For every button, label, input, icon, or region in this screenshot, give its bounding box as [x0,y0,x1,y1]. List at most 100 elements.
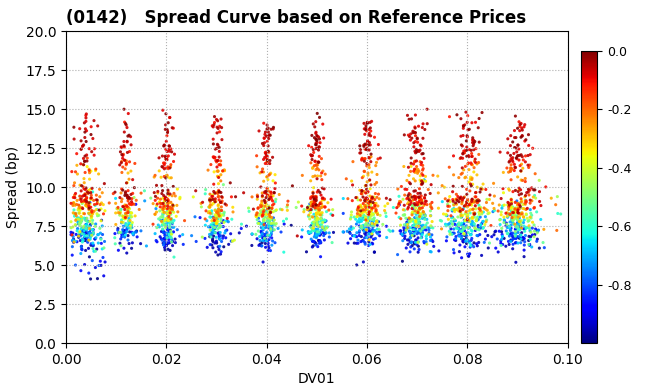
Point [501,223,512,229]
Point [200,216,211,222]
Point [469,198,480,204]
Point [166,199,176,206]
Point [311,217,321,223]
Point [82,202,93,208]
Point [94,186,105,192]
Point [428,238,438,245]
Point [368,211,379,218]
Point [352,197,363,203]
Point [306,207,317,213]
Point [406,231,416,238]
Point [79,161,89,168]
Point [465,210,475,216]
Point [265,224,275,230]
Point [465,174,476,180]
Point [451,201,462,207]
Point [409,220,420,227]
Point [345,230,356,237]
Point [208,214,218,220]
Point [83,202,94,209]
Point [448,246,459,253]
Point [260,211,271,217]
Point [259,190,270,196]
Point [414,216,424,222]
Point [518,157,529,163]
Point [418,238,429,245]
Point [356,190,366,197]
Point [457,224,468,230]
Point [77,199,87,205]
Point [88,242,98,248]
Point [517,211,527,217]
Point [515,236,526,242]
Point [411,146,422,152]
Point [459,230,469,237]
Point [513,224,523,230]
Point [73,221,84,227]
Point [511,239,521,246]
Point [168,220,178,226]
Point [214,189,224,195]
Point [360,214,371,220]
Point [531,195,541,201]
Point [524,223,535,229]
Point [159,235,170,241]
Point [136,190,147,196]
Point [358,212,369,218]
Point [372,218,382,224]
Point [473,197,483,203]
Point [539,245,550,251]
Point [132,234,143,240]
Point [212,164,222,170]
Point [210,224,220,230]
Point [385,228,395,234]
Point [163,240,174,246]
Point [261,230,272,237]
Point [364,139,375,145]
Point [79,230,90,236]
Point [163,189,174,195]
Point [122,179,133,186]
Point [409,229,420,235]
Point [313,210,323,216]
Point [501,220,512,226]
Point [417,162,428,168]
Point [318,225,329,232]
Point [159,142,170,149]
Point [312,137,322,144]
Point [119,144,130,150]
Point [216,172,226,178]
Point [458,195,469,201]
Point [158,209,168,215]
Point [474,227,484,233]
Point [160,224,171,230]
Point [149,190,160,196]
Point [261,232,272,239]
Point [150,197,160,204]
Point [512,215,522,222]
Point [85,227,96,233]
Point [218,223,228,230]
Point [416,197,426,203]
Point [210,207,220,213]
Point [262,238,273,244]
Point [375,212,385,218]
Point [507,166,517,172]
Point [523,238,534,244]
Point [122,195,133,201]
Point [310,205,320,211]
Point [218,210,229,216]
Point [77,215,88,221]
Point [66,219,77,225]
Point [517,205,528,211]
Point [514,223,525,230]
Point [395,228,405,234]
Point [355,224,366,230]
Point [167,220,178,227]
Point [414,194,424,200]
Point [455,196,465,202]
Point [165,210,176,216]
Point [68,239,79,245]
Point [114,229,125,236]
Point [311,136,321,142]
